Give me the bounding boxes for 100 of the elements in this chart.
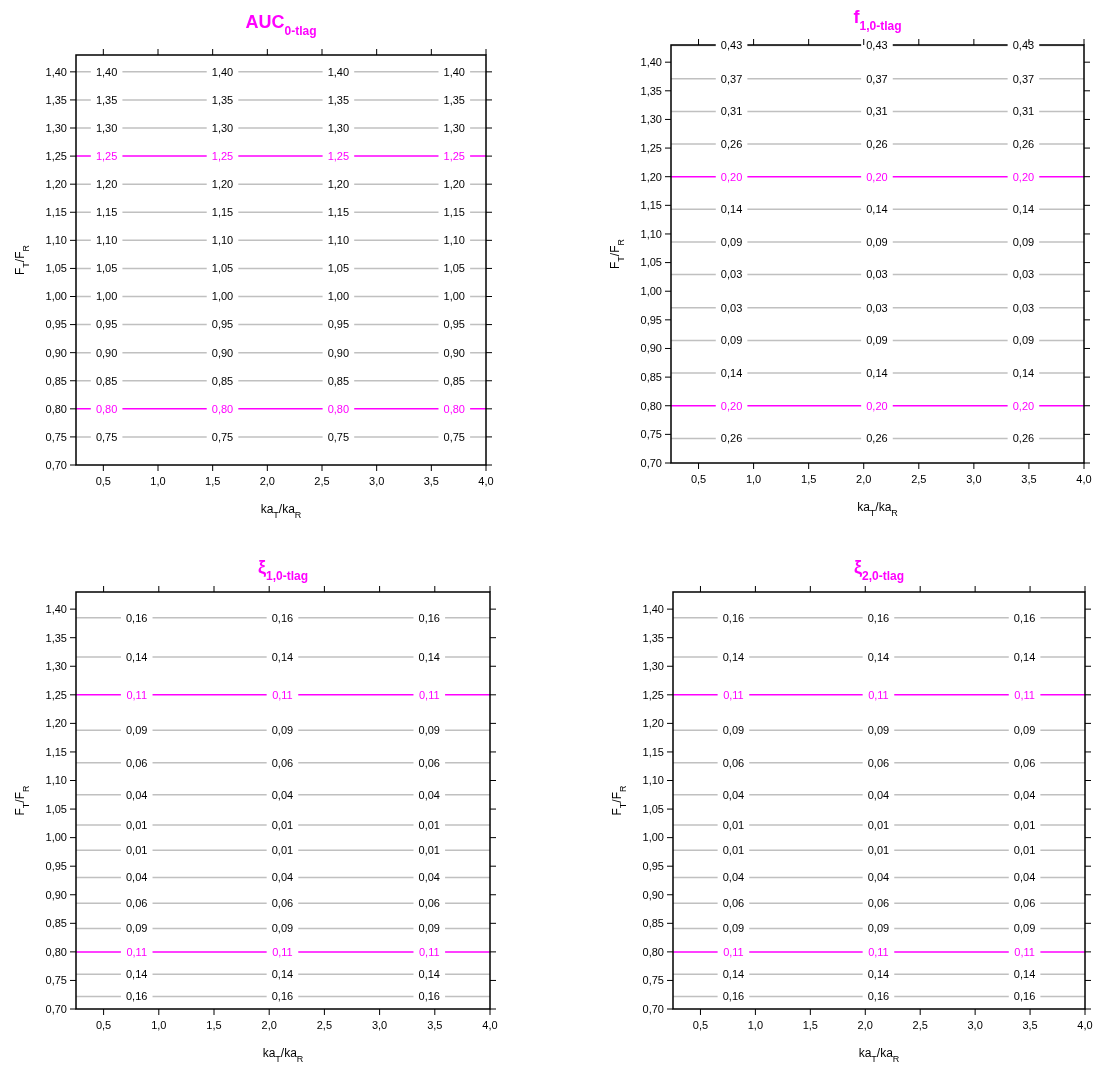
x-tick-label: 3,5 <box>1022 1019 1038 1031</box>
x-tick-label: 2,5 <box>314 475 330 487</box>
y-tick-label: 1,35 <box>640 84 662 97</box>
y-tick-label: 1,35 <box>45 93 67 106</box>
y-tick-label: 1,40 <box>640 56 662 69</box>
x-tick-label: 3,5 <box>1021 473 1037 485</box>
x-tick-label: 2,0 <box>261 1019 277 1031</box>
chart-title: ξ$_{2,0-tlag}$ <box>853 557 905 583</box>
x-tick-label: 3,0 <box>371 1019 388 1031</box>
y-tick-label: 1,35 <box>45 631 67 644</box>
y-tick-label: 1,05 <box>640 256 662 269</box>
y-tick-label: 1,20 <box>45 717 67 730</box>
y-tick-label: 1,30 <box>45 660 67 673</box>
y-tick-label: 0,95 <box>642 860 664 873</box>
y-tick-label: 0,80 <box>642 945 664 958</box>
y-tick-label: 1,00 <box>642 831 664 844</box>
x-tick-label: 1,0 <box>150 475 166 487</box>
y-tick-label: 1,25 <box>642 688 664 701</box>
y-tick-label: 1,10 <box>640 227 662 240</box>
x-tick-label: 1,5 <box>205 475 221 487</box>
y-tick-label: 1,05 <box>45 262 67 275</box>
y-tick-label: 1,00 <box>640 285 662 298</box>
y-tick-label: 1,40 <box>45 602 67 615</box>
y-tick-label: 1,10 <box>45 774 67 787</box>
chart-title: ξ$_{1,0-tlag}$ <box>257 557 309 583</box>
x-axis-title: ka$_{T}$/ka$_{R}$ <box>260 502 302 520</box>
y-tick-label: 1,15 <box>642 745 664 758</box>
y-tick-label: 1,15 <box>45 745 67 758</box>
y-tick-label: 1,15 <box>640 199 662 212</box>
y-tick-label: 1,15 <box>45 206 67 219</box>
y-tick-label: 0,70 <box>640 456 662 469</box>
x-tick-label: 4,0 <box>1077 1019 1093 1031</box>
x-tick-label: 2,0 <box>856 473 872 485</box>
y-tick-label: 0,90 <box>642 888 664 901</box>
y-tick-label: 1,35 <box>642 631 664 644</box>
y-tick-label: 0,70 <box>642 1002 664 1015</box>
y-tick-label: 1,30 <box>45 121 67 134</box>
x-tick-label: 4,0 <box>1076 473 1092 485</box>
x-axis-title: ka$_{T}$/ka$_{R}$ <box>857 500 899 518</box>
y-tick-label: 1,00 <box>45 290 67 303</box>
x-axis-title: ka$_{T}$/ka$_{R}$ <box>858 1046 900 1064</box>
y-tick-label: 0,75 <box>642 974 664 987</box>
y-tick-label: 0,85 <box>642 917 664 930</box>
y-tick-label: 1,25 <box>45 149 67 162</box>
chart-title: AUC$_{0-tlag}$ <box>245 12 317 38</box>
x-tick-label: 0,5 <box>692 1019 709 1031</box>
y-tick-label: 0,95 <box>45 318 67 331</box>
y-tick-label: 0,95 <box>640 313 662 326</box>
y-tick-label: 1,05 <box>642 802 664 815</box>
x-axis-title: ka$_{T}$/ka$_{R}$ <box>262 1046 304 1064</box>
x-tick-label: 0,5 <box>690 473 707 485</box>
x-tick-label: 3,0 <box>967 1019 983 1031</box>
y-tick-label: 0,80 <box>45 402 67 415</box>
x-tick-label: 3,0 <box>966 473 982 485</box>
y-tick-label: 0,85 <box>45 917 67 930</box>
y-tick-label: 1,20 <box>45 178 67 191</box>
y-tick-label: 1,00 <box>45 831 67 844</box>
y-tick-label: 0,70 <box>45 1002 67 1015</box>
y-tick-label: 0,85 <box>45 374 67 387</box>
x-tick-label: 3,5 <box>427 1019 443 1031</box>
x-tick-label: 4,0 <box>478 475 494 487</box>
x-tick-label: 3,0 <box>369 475 385 487</box>
x-tick-label: 4,0 <box>482 1019 498 1031</box>
x-tick-label: 2,5 <box>912 1019 928 1031</box>
x-tick-label: 0,5 <box>95 475 111 487</box>
y-tick-label: 1,05 <box>45 802 67 815</box>
y-tick-label: 1,40 <box>45 65 67 78</box>
x-tick-label: 1,5 <box>801 473 817 485</box>
y-tick-label: 0,80 <box>640 399 662 412</box>
y-tick-label: 0,85 <box>640 370 662 383</box>
x-tick-label: 1,0 <box>745 473 762 485</box>
y-tick-label: 1,10 <box>45 234 67 247</box>
y-tick-label: 1,25 <box>640 141 662 154</box>
x-tick-label: 1,0 <box>747 1019 764 1031</box>
x-tick-label: 2,0 <box>857 1019 873 1031</box>
y-tick-label: 0,90 <box>45 346 67 359</box>
y-tick-label: 1,25 <box>45 688 67 701</box>
y-tick-label: 0,90 <box>45 888 67 901</box>
x-tick-label: 1,5 <box>206 1019 222 1031</box>
y-tick-label: 0,80 <box>45 945 67 958</box>
x-tick-label: 0,5 <box>95 1019 112 1031</box>
y-tick-label: 1,30 <box>642 660 664 673</box>
chart-title: f$_{1,0-tlag}$ <box>853 7 902 33</box>
y-tick-label: 0,75 <box>45 974 67 987</box>
y-tick-label: 0,90 <box>640 342 662 355</box>
y-tick-label: 0,75 <box>45 430 67 443</box>
x-tick-label: 2,5 <box>316 1019 333 1031</box>
x-tick-label: 3,5 <box>423 475 439 487</box>
y-tick-label: 1,10 <box>642 774 664 787</box>
x-tick-label: 1,5 <box>802 1019 818 1031</box>
y-tick-label: 1,20 <box>642 717 664 730</box>
y-tick-label: 0,95 <box>45 860 67 873</box>
x-tick-label: 2,5 <box>911 473 927 485</box>
y-tick-label: 1,40 <box>642 602 664 615</box>
y-tick-label: 1,20 <box>640 170 662 183</box>
y-tick-label: 0,70 <box>45 458 67 471</box>
y-tick-label: 0,75 <box>640 428 662 441</box>
x-tick-label: 2,0 <box>259 475 275 487</box>
x-tick-label: 1,0 <box>151 1019 167 1031</box>
y-tick-label: 1,30 <box>640 113 662 126</box>
